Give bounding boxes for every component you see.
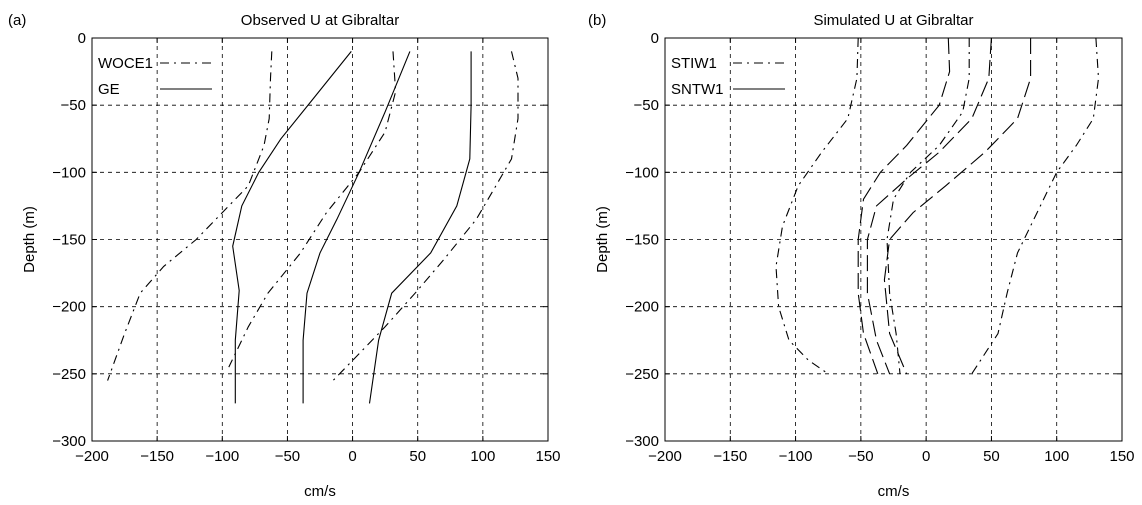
series-curve-woce1-1 xyxy=(228,51,397,368)
y-tick-label: −50 xyxy=(61,97,86,114)
x-tick-label: −100 xyxy=(779,448,813,465)
chart-title: Observed U at Gibraltar xyxy=(241,12,399,29)
x-tick-label: 150 xyxy=(1109,448,1134,465)
series-curve-woce1-0 xyxy=(107,51,273,381)
x-tick-label: −150 xyxy=(713,448,747,465)
chart-title: Simulated U at Gibraltar xyxy=(813,12,973,29)
series-curve-ge-3 xyxy=(232,51,352,404)
legend-label: STIW1 xyxy=(671,55,717,72)
y-tick-label: −250 xyxy=(625,366,659,383)
x-tick-label: 0 xyxy=(348,448,356,465)
y-axis-label: Depth (m) xyxy=(21,206,38,273)
y-tick-label: −150 xyxy=(52,232,86,249)
x-tick-label: −200 xyxy=(648,448,682,465)
y-tick-label: −100 xyxy=(625,164,659,181)
series-curve-ge-4 xyxy=(302,51,411,404)
x-tick-label: 100 xyxy=(1044,448,1069,465)
legend-label: SNTW1 xyxy=(671,81,724,98)
series-curve-unlabeled-3 xyxy=(857,37,951,374)
y-axis-label: Depth (m) xyxy=(594,206,611,273)
y-tick-label: −100 xyxy=(52,164,86,181)
plot-frame xyxy=(664,37,1123,442)
panel-label: (a) xyxy=(8,12,26,29)
series-curve-stiw1-1 xyxy=(886,38,970,374)
x-axis-label: cm/s xyxy=(878,483,910,500)
series-curve-woce1-2 xyxy=(332,51,519,381)
y-tick-label: −300 xyxy=(625,433,659,450)
x-tick-label: −50 xyxy=(275,448,300,465)
legend-label: GE xyxy=(98,81,120,98)
series-curve-ge-5 xyxy=(368,51,472,404)
x-tick-label: −50 xyxy=(848,448,873,465)
x-tick-label: −100 xyxy=(205,448,239,465)
y-tick-label: 0 xyxy=(78,30,86,47)
x-tick-label: −200 xyxy=(75,448,109,465)
y-tick-label: −200 xyxy=(625,299,659,316)
x-tick-label: −150 xyxy=(140,448,174,465)
x-axis-label: cm/s xyxy=(304,483,336,500)
panel-b: −200 −150 −100 −50 0 50 100 150 0 −50 −100 −150 −200… xyxy=(588,12,1135,500)
series-curve-stiw1-2 xyxy=(971,37,1100,375)
series-curve-stiw1-0 xyxy=(775,37,859,375)
y-tick-label: −50 xyxy=(634,97,659,114)
y-tick-label: −150 xyxy=(625,232,659,249)
y-tick-label: −250 xyxy=(52,366,86,383)
x-tick-label: 0 xyxy=(922,448,930,465)
series-curve-unlabeled-4 xyxy=(866,37,992,375)
x-tick-label: 50 xyxy=(983,448,1000,465)
y-tick-label: 0 xyxy=(651,30,659,47)
series-curve-unlabeled-5 xyxy=(883,38,1032,375)
y-tick-label: −200 xyxy=(52,299,86,316)
x-tick-label: 50 xyxy=(409,448,426,465)
y-tick-label: −300 xyxy=(52,433,86,450)
x-tick-label: 150 xyxy=(535,448,560,465)
x-tick-label: 100 xyxy=(470,448,495,465)
panel-a: −200 −150 −100 −50 0 50 100 150 0 −50 −100 −150 −200… xyxy=(8,12,561,500)
legend-label: WOCE1 xyxy=(98,55,153,72)
panel-label: (b) xyxy=(588,12,606,29)
